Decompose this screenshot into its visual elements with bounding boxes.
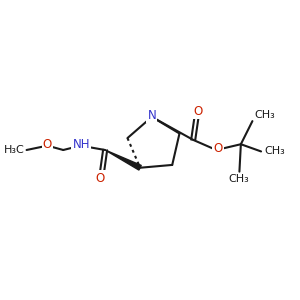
Text: CH₃: CH₃ [255, 110, 275, 120]
Text: O: O [213, 142, 222, 155]
Polygon shape [105, 150, 141, 170]
Text: O: O [43, 138, 52, 151]
Text: NH: NH [72, 138, 90, 151]
Text: N: N [148, 109, 156, 122]
Text: O: O [96, 172, 105, 184]
Text: O: O [194, 104, 203, 118]
Text: CH₃: CH₃ [264, 146, 285, 156]
Text: H₃C: H₃C [4, 145, 24, 155]
Text: CH₃: CH₃ [229, 174, 249, 184]
